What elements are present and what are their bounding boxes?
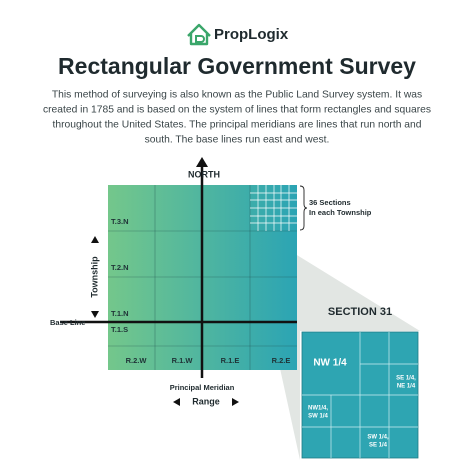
township-label: T.1.S [111,325,128,334]
range-label: R.1.W [172,356,194,365]
range-label: R.1.E [221,356,240,365]
township-label: T.3.N [111,217,129,226]
description-line: throughout the United States. The princi… [52,120,421,131]
logo: PropLogix [187,23,289,46]
township-axis: Township [89,236,99,318]
meridian-label: Principal Meridian [170,383,235,392]
quarter-label: SE 1/4, [396,376,416,382]
sections-note: In each Township [309,208,372,217]
description-line: This method of surveying is also known a… [52,90,422,101]
brand: PropLogix [214,26,289,43]
section-lines [302,332,418,458]
brace [299,185,308,231]
north-arrow [196,157,208,167]
description: This method of surveying is also known a… [43,90,431,146]
quarter-label: SW 1/4, [367,435,389,441]
township-label: T.1.N [111,309,129,318]
north-label: NORTH [188,169,220,179]
title: Rectangular Government Survey [58,53,416,79]
quarter-label: SW 1/4 [308,414,328,420]
range-axis-label: Range [192,396,220,406]
sections-note: 36 Sections [309,198,351,207]
quarter-label: NW1/4, [308,406,328,412]
quarter-label: NW 1/4 [313,358,347,369]
quarter-label: NE 1/4 [397,384,416,390]
base-line-label: Base Line [50,318,85,327]
description-line: south. The base lines run east and west. [145,135,330,146]
range-axis: Range [173,396,239,406]
description-line: created in 1785 and is based on the syst… [43,105,431,116]
section-title: SECTION 31 [328,306,392,318]
range-label: R.2.E [272,356,291,365]
range-label: R.2.W [126,356,148,365]
township-axis-label: Township [89,256,99,298]
section-subgrid [250,185,297,231]
quarter-label: SE 1/4 [369,443,388,449]
township-label: T.2.N [111,263,129,272]
